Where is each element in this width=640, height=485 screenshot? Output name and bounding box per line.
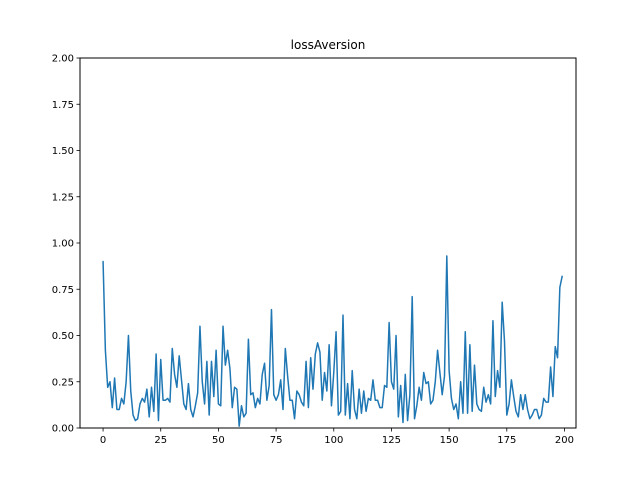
y-tick-label: 1.50	[52, 146, 74, 157]
chart-title: lossAversion	[291, 38, 366, 52]
y-tick-label: 0.25	[52, 377, 74, 388]
y-tick-label: 0.75	[52, 285, 74, 296]
x-tick-label: 50	[212, 435, 225, 446]
y-axis-ticks: 0.00 0.25 0.50 0.75 1.00 1.25 1.50 1.75 2.00	[52, 54, 80, 435]
y-tick-label: 1.75	[52, 100, 74, 111]
series-layer	[102, 255, 563, 427]
x-tick-label: 0	[100, 435, 106, 446]
x-tick-label: 100	[324, 435, 343, 446]
x-tick-label: 175	[497, 435, 516, 446]
plot-area-frame	[79, 57, 577, 429]
y-tick-label: 1.25	[52, 192, 74, 203]
y-tick-label: 2.00	[52, 54, 74, 65]
x-tick-label: 150	[440, 435, 459, 446]
x-axis-ticks: 0 25 50 75 100 125 150 175 200	[100, 428, 574, 446]
x-tick-label: 75	[270, 435, 283, 446]
y-tick-label: 0.00	[52, 424, 74, 435]
y-tick-label: 0.50	[52, 331, 74, 342]
y-tick-label: 1.00	[52, 239, 74, 250]
x-tick-label: 25	[154, 435, 167, 446]
series-line-0	[102, 255, 563, 427]
x-tick-label: 200	[555, 435, 574, 446]
x-tick-label: 125	[382, 435, 401, 446]
